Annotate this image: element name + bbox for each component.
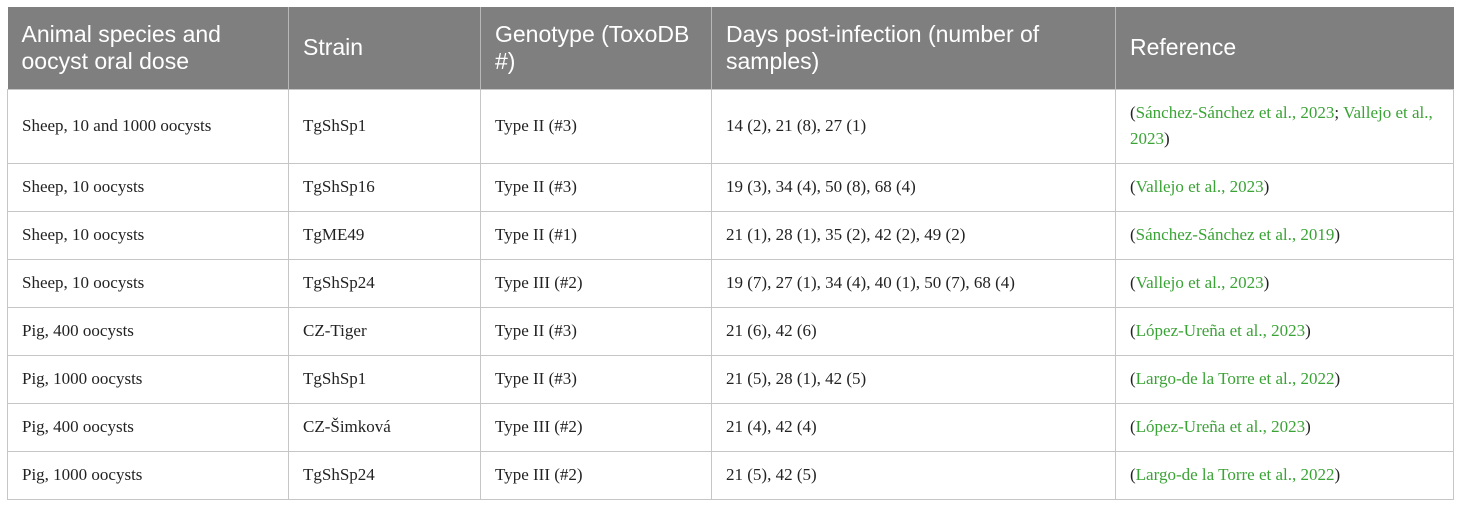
reference-close-paren: ) [1263,177,1270,196]
cell-strain: CZ-Šimková [288,402,481,452]
reference-link[interactable]: Vallejo et al., 2023 [1135,177,1264,196]
cell-days: 19 (3), 34 (4), 50 (8), 68 (4) [711,162,1116,212]
cell-days: 19 (7), 27 (1), 34 (4), 40 (1), 50 (7), … [711,258,1116,308]
cell-species: Pig, 1000 oocysts [7,354,289,404]
cell-strain: TgShSp16 [288,162,481,212]
cell-genotype: Type III (#2) [480,258,712,308]
cell-genotype: Type III (#2) [480,450,712,500]
table-row: Sheep, 10 and 1000 oocysts TgShSp1 Type … [7,88,1454,164]
cell-genotype: Type II (#1) [480,210,712,260]
cell-species: Sheep, 10 oocysts [7,162,289,212]
reference-open-paren: ( [1130,225,1136,244]
cell-days: 21 (6), 42 (6) [711,306,1116,356]
cell-strain: TgShSp1 [288,88,481,164]
header-reference: Reference [1115,7,1454,89]
cell-genotype: Type II (#3) [480,306,712,356]
cell-genotype: Type II (#3) [480,162,712,212]
reference-link[interactable]: Largo-de la Torre et al., 2022 [1135,369,1335,388]
reference-separator: ; [1334,103,1344,122]
cell-strain: TgShSp24 [288,450,481,500]
reference-link[interactable]: Sánchez-Sánchez et al., 2019 [1135,225,1335,244]
cell-days: 21 (5), 42 (5) [711,450,1116,500]
reference-close-paren: ) [1164,129,1170,148]
cell-reference: (López-Ureña et al., 2023) [1115,306,1454,356]
table-row: Pig, 400 oocysts CZ-Šimková Type III (#2… [7,402,1454,452]
cell-genotype: Type II (#3) [480,354,712,404]
cell-days: 21 (1), 28 (1), 35 (2), 42 (2), 49 (2) [711,210,1116,260]
table-row: Sheep, 10 oocysts TgME49 Type II (#1) 21… [7,210,1454,260]
table-row: Sheep, 10 oocysts TgShSp16 Type II (#3) … [7,162,1454,212]
infection-samples-table: Animal species and oocyst oral dose Stra… [7,7,1454,500]
cell-species: Sheep, 10 oocysts [7,258,289,308]
cell-genotype: Type II (#3) [480,88,712,164]
reference-close-paren: ) [1263,273,1270,292]
reference-close-paren: ) [1334,225,1341,244]
table-row: Pig, 400 oocysts CZ-Tiger Type II (#3) 2… [7,306,1454,356]
cell-species: Pig, 400 oocysts [7,402,289,452]
reference-link[interactable]: Sánchez-Sánchez et al., 2023 [1135,103,1335,122]
reference-open-paren: ( [1130,321,1136,340]
reference-link[interactable]: Vallejo et al., 2023 [1130,103,1433,148]
header-animal-species: Animal species and oocyst oral dose [7,7,289,89]
cell-species: Sheep, 10 oocysts [7,210,289,260]
reference-close-paren: ) [1334,369,1341,388]
reference-link[interactable]: López-Ureña et al., 2023 [1135,321,1306,340]
cell-strain: TgME49 [288,210,481,260]
cell-strain: TgShSp1 [288,354,481,404]
reference-link[interactable]: Vallejo et al., 2023 [1135,273,1264,292]
reference-link[interactable]: López-Ureña et al., 2023 [1135,417,1306,436]
cell-genotype: Type III (#2) [480,402,712,452]
reference-link[interactable]: Largo-de la Torre et al., 2022 [1135,465,1335,484]
cell-species: Sheep, 10 and 1000 oocysts [7,88,289,164]
header-days-post-infection: Days post-infection (number of samples) [711,7,1116,89]
cell-species: Pig, 1000 oocysts [7,450,289,500]
header-genotype: Genotype (ToxoDB #) [480,7,712,89]
cell-days: 21 (5), 28 (1), 42 (5) [711,354,1116,404]
reference-open-paren: ( [1130,177,1136,196]
reference-close-paren: ) [1305,321,1311,340]
reference-open-paren: ( [1130,103,1136,122]
header-strain: Strain [288,7,481,89]
table-header-row: Animal species and oocyst oral dose Stra… [7,7,1454,89]
table-row: Pig, 1000 oocysts TgShSp24 Type III (#2)… [7,450,1454,500]
cell-reference: (Vallejo et al., 2023) [1115,258,1454,308]
cell-reference: (López-Ureña et al., 2023) [1115,402,1454,452]
table-row: Sheep, 10 oocysts TgShSp24 Type III (#2)… [7,258,1454,308]
reference-close-paren: ) [1334,465,1341,484]
cell-strain: CZ-Tiger [288,306,481,356]
cell-reference: (Largo-de la Torre et al., 2022) [1115,450,1454,500]
cell-days: 21 (4), 42 (4) [711,402,1116,452]
reference-open-paren: ( [1130,273,1136,292]
cell-days: 14 (2), 21 (8), 27 (1) [711,88,1116,164]
cell-reference: (Sánchez-Sánchez et al., 2019) [1115,210,1454,260]
reference-close-paren: ) [1305,417,1311,436]
cell-reference: (Largo-de la Torre et al., 2022) [1115,354,1454,404]
table-row: Pig, 1000 oocysts TgShSp1 Type II (#3) 2… [7,354,1454,404]
reference-open-paren: ( [1130,369,1136,388]
reference-open-paren: ( [1130,417,1136,436]
cell-strain: TgShSp24 [288,258,481,308]
cell-reference: (Sánchez-Sánchez et al., 2023; Vallejo e… [1115,88,1454,164]
cell-species: Pig, 400 oocysts [7,306,289,356]
reference-open-paren: ( [1130,465,1136,484]
cell-reference: (Vallejo et al., 2023) [1115,162,1454,212]
